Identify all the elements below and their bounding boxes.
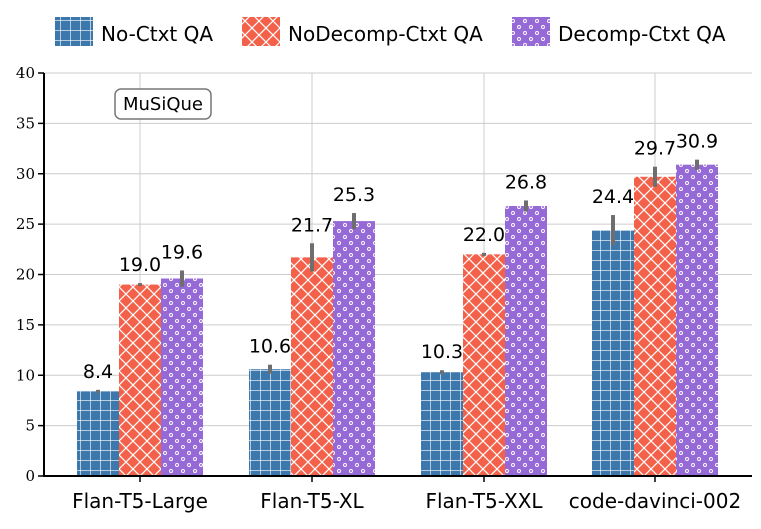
bar bbox=[676, 164, 718, 476]
data-label: 26.8 bbox=[505, 171, 547, 193]
legend-swatch bbox=[242, 17, 280, 46]
bar bbox=[592, 230, 634, 476]
legend-swatch bbox=[55, 17, 93, 46]
bar bbox=[77, 391, 119, 476]
data-label: 8.4 bbox=[83, 361, 113, 383]
bar bbox=[249, 369, 291, 476]
legend-label: Decomp-Ctxt QA bbox=[558, 22, 726, 46]
legend-label: No-Ctxt QA bbox=[101, 22, 213, 46]
y-tick-label: 25 bbox=[16, 215, 35, 233]
x-tick-label: code-davinci-002 bbox=[569, 489, 741, 513]
bar bbox=[505, 205, 547, 477]
annotation-box bbox=[114, 88, 212, 120]
bar bbox=[161, 278, 203, 476]
data-label: 19.0 bbox=[119, 254, 161, 276]
y-tick-label: 30 bbox=[16, 165, 35, 183]
y-tick-label: 15 bbox=[16, 316, 35, 334]
data-label: 29.7 bbox=[634, 138, 676, 160]
data-label: 19.6 bbox=[161, 241, 203, 263]
bar bbox=[119, 284, 161, 476]
legend: No-Ctxt QA NoDecomp-Ctxt QA Decomp-Ctxt QA bbox=[55, 17, 726, 46]
axes: 0 5 10 15 20 25 30 35 40 Flan-T5-Large Flan-T5-XL F… bbox=[16, 64, 752, 513]
y-tick-label: 35 bbox=[16, 114, 35, 132]
data-label: 24.4 bbox=[592, 186, 634, 208]
y-tick-label: 20 bbox=[16, 266, 35, 284]
data-label: 25.3 bbox=[333, 184, 375, 206]
data-label: 10.6 bbox=[249, 336, 291, 358]
y-tick-label: 40 bbox=[16, 64, 35, 82]
x-tick-label: Flan-T5-XXL bbox=[425, 489, 543, 513]
x-tick-label: Flan-T5-Large bbox=[72, 489, 208, 513]
x-tick-label: Flan-T5-XL bbox=[260, 489, 364, 513]
bar bbox=[333, 221, 375, 476]
data-label: 21.7 bbox=[291, 214, 333, 236]
data-label: 30.9 bbox=[676, 131, 718, 153]
annotation: MuSiQue bbox=[114, 88, 212, 120]
bar bbox=[421, 372, 463, 476]
bar bbox=[291, 257, 333, 476]
legend-swatch bbox=[512, 17, 550, 46]
y-tick-label: 0 bbox=[25, 467, 35, 485]
data-label: 22.0 bbox=[463, 224, 505, 246]
y-tick-label: 5 bbox=[25, 417, 35, 435]
bar bbox=[463, 254, 505, 476]
y-tick-label: 10 bbox=[16, 366, 35, 384]
annotation-label: MuSiQue bbox=[123, 94, 203, 115]
bar bbox=[634, 176, 676, 476]
legend-label: NoDecomp-Ctxt QA bbox=[288, 22, 483, 46]
data-label: 10.3 bbox=[421, 341, 463, 363]
bars: 8.4 10.6 10.3 24.4 19.0 21.7 22.0 29.7 19.6 25.3 2… bbox=[77, 131, 718, 477]
